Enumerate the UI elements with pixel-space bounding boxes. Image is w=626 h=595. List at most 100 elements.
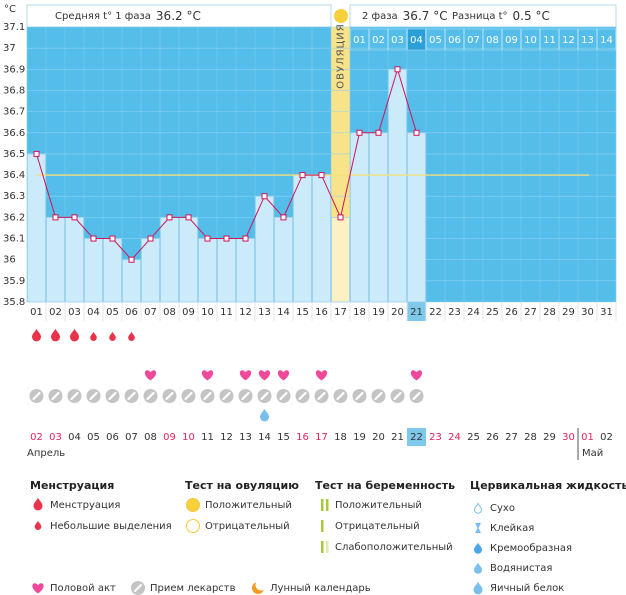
date-label: 23 — [429, 432, 442, 443]
temperature-point — [166, 214, 173, 221]
date-label: 02 — [600, 432, 613, 443]
temperature-point — [147, 235, 154, 242]
date-label: 30 — [562, 432, 575, 443]
phase2-day-cell — [369, 28, 388, 51]
x-tick-label: 30 — [581, 307, 594, 318]
x-tick-label: 27 — [524, 307, 537, 318]
y-tick-label: 36.4 — [3, 170, 25, 181]
x-tick-label: 07 — [144, 307, 157, 318]
legend-icon — [473, 502, 483, 514]
phase2-day-label: 09 — [505, 35, 518, 46]
legend-item: Слабоположительный — [335, 542, 453, 553]
medication-pill-mark — [298, 391, 307, 401]
phase2-day-cell — [578, 28, 597, 51]
x-tick-label: 01 — [30, 307, 43, 318]
phase1-label: Средняя t° 1 фаза — [55, 11, 151, 22]
legend-item: Отрицательный — [335, 521, 420, 532]
medication-pill-mark — [70, 391, 79, 401]
unit-label: °C — [4, 4, 16, 15]
temperature-point — [204, 235, 211, 242]
temperature-bar — [84, 238, 103, 303]
y-tick-label: 36 — [3, 255, 16, 266]
medication-pill-mark — [165, 391, 174, 401]
temperature-bar — [331, 216, 350, 303]
legend-icon — [326, 541, 329, 553]
ovulation-sun — [334, 9, 348, 23]
phase2-day-label: 05 — [429, 35, 442, 46]
phase2-day-cell — [540, 28, 559, 51]
cervical-fluid-drop — [260, 408, 269, 422]
y-tick-label: 36.2 — [3, 212, 25, 223]
x-tick-label: 25 — [486, 307, 499, 318]
medication-pill-mark — [203, 391, 212, 401]
date-label: 05 — [87, 432, 100, 443]
medication-pill-mark — [222, 391, 231, 401]
date-label: 02 — [30, 432, 43, 443]
menstruation-drop — [128, 331, 135, 341]
x-tick-label: 12 — [239, 307, 252, 318]
legend-item: Лунный календарь — [270, 583, 371, 594]
intercourse-heart — [239, 370, 252, 381]
temperature-bar — [350, 132, 369, 303]
date-label: 16 — [296, 432, 309, 443]
diff-info: Разница t° 0.5 °C — [452, 9, 550, 23]
medication-pill-mark — [133, 583, 143, 593]
medication-pill-mark — [89, 391, 98, 401]
medication-pill-mark — [279, 391, 288, 401]
date-label: 24 — [448, 432, 461, 443]
temperature-bar — [179, 216, 198, 303]
legend-item: Небольшие выделения — [50, 521, 172, 532]
x-tick-label: 03 — [68, 307, 81, 318]
menstruation-drop — [70, 328, 79, 342]
legend-item: Клейкая — [490, 523, 534, 534]
temperature-point — [52, 214, 59, 221]
date-label: 26 — [486, 432, 499, 443]
phase2-day-cell — [350, 28, 369, 51]
x-tick-label: 16 — [315, 307, 328, 318]
x-tick-label: 10 — [201, 307, 214, 318]
temperature-bar — [122, 259, 141, 303]
y-tick-label: 37 — [3, 43, 16, 54]
temperature-point — [356, 129, 363, 136]
day-highlight — [407, 302, 426, 321]
x-tick-label: 14 — [277, 307, 290, 318]
temperature-bar — [293, 174, 312, 303]
legend-icon — [321, 499, 324, 511]
phase2-day-label: 07 — [467, 35, 480, 46]
phase2-day-label: 11 — [543, 35, 556, 46]
phase2-day-label: 12 — [562, 35, 575, 46]
phase2-day-label: 06 — [448, 35, 461, 46]
temperature-point — [394, 66, 401, 73]
temperature-point — [185, 214, 192, 221]
temperature-point — [337, 214, 344, 221]
date-label: 15 — [277, 432, 290, 443]
legend-icon — [326, 499, 329, 511]
legend-item: Яичный белок — [490, 583, 564, 594]
x-tick-label: 09 — [182, 307, 195, 318]
x-tick-label: 05 — [106, 307, 119, 318]
menstruation-drop — [32, 328, 41, 342]
legend-item: Кремообразная — [490, 543, 572, 554]
phase2-day-label: 02 — [372, 35, 385, 46]
y-tick-label: 36.9 — [3, 64, 25, 75]
phase2-day-cell — [464, 28, 483, 51]
date-label: 06 — [106, 432, 119, 443]
x-tick-label: 22 — [429, 307, 442, 318]
legend-item: Положительный — [205, 500, 292, 511]
temperature-bar — [388, 68, 407, 303]
temperature-point — [280, 214, 287, 221]
legend-icon — [255, 579, 267, 591]
temperature-bar — [198, 238, 217, 303]
date-label: 29 — [543, 432, 556, 443]
temperature-bar — [65, 216, 84, 303]
legend-icon — [474, 562, 482, 574]
date-label: 21 — [391, 432, 404, 443]
legend-item: Отрицательный — [205, 521, 290, 532]
legend-item: Сухо — [490, 503, 515, 514]
legend-icon — [321, 520, 324, 532]
phase2-day-label: 03 — [391, 35, 404, 46]
x-tick-label: 06 — [125, 307, 138, 318]
x-tick-label: 21 — [410, 307, 423, 318]
medication-pill-mark — [355, 391, 364, 401]
x-tick-label: 23 — [448, 307, 461, 318]
